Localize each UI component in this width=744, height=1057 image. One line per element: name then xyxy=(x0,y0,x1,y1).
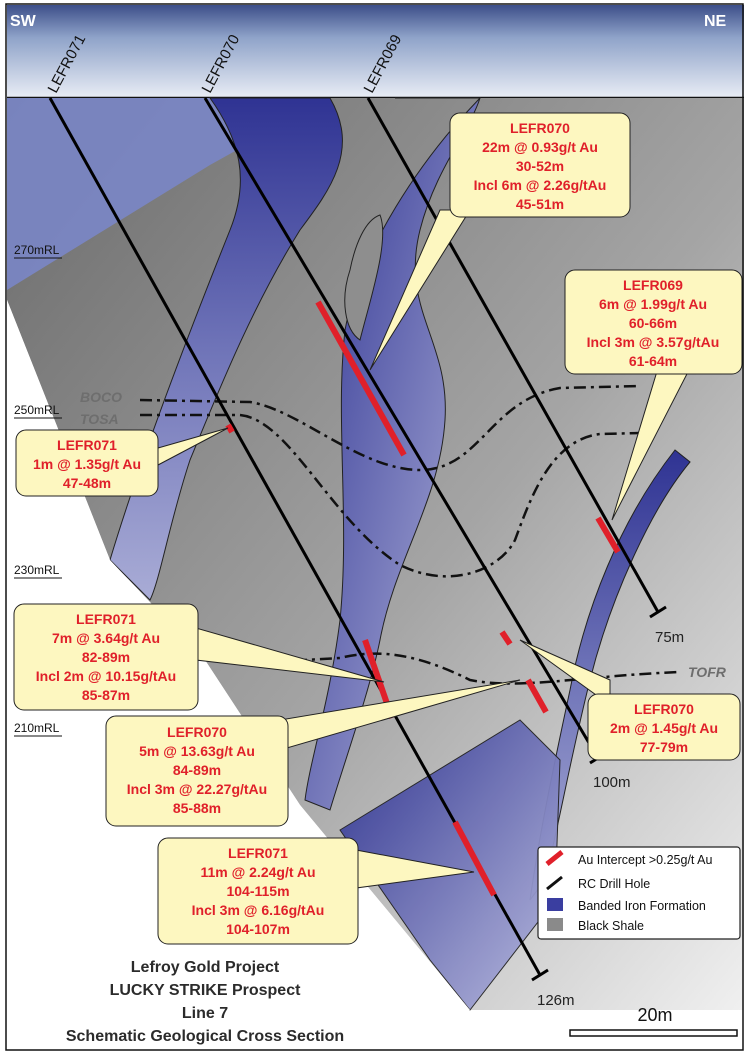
rl-label: 230mRL xyxy=(14,563,60,577)
callout-line: Incl 3m @ 3.57g/tAu xyxy=(587,334,720,350)
legend: Au Intercept >0.25g/t Au RC Drill Hole B… xyxy=(537,846,741,940)
red-intercept-icon xyxy=(545,850,564,866)
callout-line: Incl 6m @ 2.26g/tAu xyxy=(474,177,607,193)
rl-label: 210mRL xyxy=(14,721,60,735)
callout-line: 11m @ 2.24g/t Au xyxy=(200,864,315,880)
callout-line: LEFR070 xyxy=(634,701,694,717)
title-line: Lefroy Gold Project xyxy=(131,959,280,976)
callout-line: LEFR071 xyxy=(228,845,288,861)
legend-label: Au Intercept >0.25g/t Au xyxy=(578,853,713,867)
depth-label-lefr071: 126m xyxy=(537,992,575,1009)
drill-hole-icon xyxy=(546,875,563,891)
compass-sw: SW xyxy=(10,13,37,30)
callout-line: Incl 3m @ 22.27g/tAu xyxy=(127,781,267,797)
figure-frame xyxy=(5,3,744,1051)
unit-label-boco: BOCO xyxy=(80,389,122,405)
intercept-lefr070-5m xyxy=(525,678,549,714)
title-line: Line 7 xyxy=(182,1005,228,1022)
compass-ne: NE xyxy=(704,13,727,30)
unit-label-tosa: TOSA xyxy=(80,411,119,427)
unit-label-tofr: TOFR xyxy=(688,664,727,680)
intercept-lefr070-2m xyxy=(499,630,513,646)
bif-west xyxy=(109,97,343,601)
callout-line: LEFR071 xyxy=(57,437,117,453)
callout-line: 2m @ 1.45g/t Au xyxy=(610,720,718,736)
legend-label: RC Drill Hole xyxy=(578,877,650,891)
bif-upper-left xyxy=(7,98,330,290)
au-intercepts xyxy=(225,300,621,897)
rl-label: 270mRL xyxy=(14,243,60,257)
callout-line: LEFR070 xyxy=(510,120,570,136)
drill-hole-lefr069-end xyxy=(649,605,667,619)
callout-line: 1m @ 1.35g/t Au xyxy=(33,456,141,472)
callout-4: LEFR071 7m @ 3.64g/t Au 82-89m Incl 2m @… xyxy=(13,603,199,711)
callout-line: 82-89m xyxy=(82,649,130,665)
callout-line: LEFR070 xyxy=(167,724,227,740)
callout-box xyxy=(449,112,631,218)
callout-line: Incl 2m @ 10.15g/tAu xyxy=(36,668,176,684)
callout-6: LEFR070 5m @ 13.63g/t Au 84-89m Incl 3m … xyxy=(105,715,289,827)
drill-hole-lefr069 xyxy=(366,97,660,613)
callout-line: 85-88m xyxy=(173,800,221,816)
callout-line: 77-79m xyxy=(640,739,688,755)
depth-label-lefr069: 75m xyxy=(655,629,684,646)
callout-line: 85-87m xyxy=(82,687,130,703)
callout-line: 104-107m xyxy=(226,921,290,937)
drill-hole-lefr071-end xyxy=(531,968,549,982)
callout-line: 7m @ 3.64g/t Au xyxy=(52,630,160,646)
title-line: Schematic Geological Cross Section xyxy=(66,1028,344,1045)
scale-bar-graphic xyxy=(569,1029,738,1037)
callout-line: LEFR071 xyxy=(76,611,136,627)
rl-levels: 270mRL 250mRL 230mRL 210mRL xyxy=(14,243,62,737)
shale-core xyxy=(344,214,384,341)
bif-swatch-icon xyxy=(547,898,563,911)
callout-line: 5m @ 13.63g/t Au xyxy=(139,743,255,759)
callout-box xyxy=(15,429,159,497)
callout-box xyxy=(564,269,743,375)
callout-2: LEFR069 6m @ 1.99g/t Au 60-66m Incl 3m @… xyxy=(564,269,743,375)
callout-line: 47-48m xyxy=(63,475,111,491)
boco-contact xyxy=(139,384,641,472)
callout-line: 84-89m xyxy=(173,762,221,778)
callout-line: 60-66m xyxy=(629,315,677,331)
title-block: Lefroy Gold Project LUCKY STRIKE Prospec… xyxy=(66,959,344,1045)
legend-label: Black Shale xyxy=(578,919,644,933)
scale-bar: 20m xyxy=(569,1005,738,1037)
callout-pointers xyxy=(157,209,691,889)
callout-box xyxy=(157,837,359,945)
callout-line: 22m @ 0.93g/t Au xyxy=(482,139,598,155)
white-area xyxy=(7,300,470,1010)
intercept-lefr069 xyxy=(595,516,621,554)
callout-7: LEFR071 11m @ 2.24g/t Au 104-115m Incl 3… xyxy=(157,837,359,945)
callout-line: 30-52m xyxy=(516,158,564,174)
intercept-lefr070-upper xyxy=(315,300,407,457)
callout-box xyxy=(13,603,199,711)
intercept-lefr071-11m xyxy=(452,820,497,897)
tofr-contact xyxy=(269,652,681,685)
legend-box xyxy=(537,846,741,940)
depth-label-lefr070: 100m xyxy=(593,774,631,791)
callout-box xyxy=(587,693,741,761)
title-line: LUCKY STRIKE Prospect xyxy=(110,982,302,999)
shale-swatch-icon xyxy=(547,918,563,931)
tosa-contact xyxy=(140,413,641,578)
pointer-c5 xyxy=(519,639,611,706)
callout-line: 45-51m xyxy=(516,196,564,212)
callout-line: 6m @ 1.99g/t Au xyxy=(599,296,707,312)
callout-3: LEFR071 1m @ 1.35g/t Au 47-48m xyxy=(15,429,159,497)
callout-1: LEFR070 22m @ 0.93g/t Au 30-52m Incl 6m … xyxy=(449,112,631,218)
callout-line: Incl 3m @ 6.16g/tAu xyxy=(192,902,325,918)
callout-line: LEFR069 xyxy=(623,277,683,293)
callout-5: LEFR070 2m @ 1.45g/t Au 77-79m xyxy=(587,693,741,761)
callout-line: 104-115m xyxy=(226,883,289,899)
callout-line: 61-64m xyxy=(629,353,677,369)
legend-label: Banded Iron Formation xyxy=(578,899,706,913)
callout-box xyxy=(105,715,289,827)
sky-band xyxy=(7,5,744,98)
intercept-lefr071-1m xyxy=(225,423,235,434)
scale-label: 20m xyxy=(637,1005,672,1025)
rl-label: 250mRL xyxy=(14,403,60,417)
